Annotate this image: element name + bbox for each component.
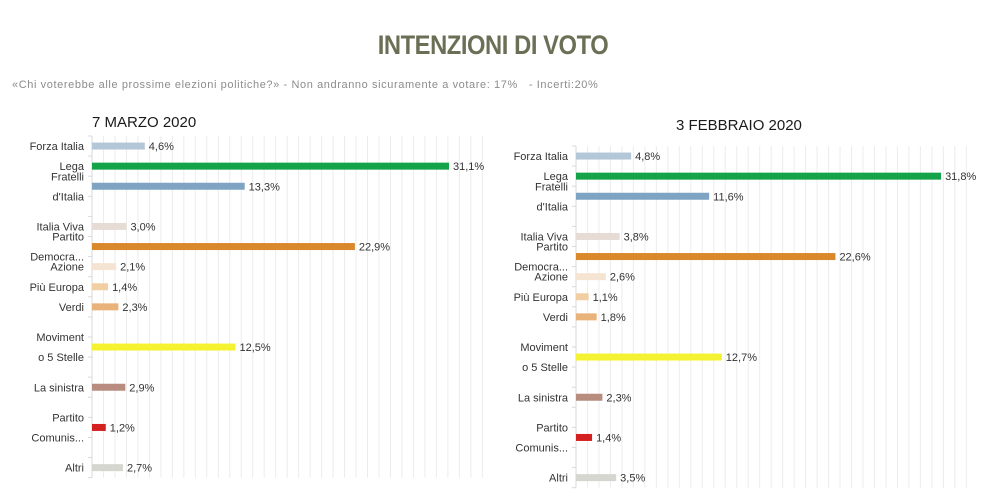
- data-label: 2,7%: [127, 463, 152, 475]
- bar: [92, 162, 450, 170]
- category-label: Più Europa: [514, 292, 569, 304]
- data-label: 22,6%: [839, 252, 870, 264]
- category-label: Altri: [549, 473, 568, 485]
- data-label: 2,1%: [120, 262, 145, 274]
- page-subtitle: «Chi voterebbe alle prossime elezioni po…: [12, 79, 599, 91]
- data-label: 22,9%: [359, 242, 390, 254]
- bar: [576, 313, 597, 321]
- data-label: 1,2%: [110, 422, 135, 434]
- category-label: Democra...: [514, 262, 568, 274]
- bar: [92, 383, 126, 391]
- category-label: Altri: [65, 463, 84, 475]
- data-label: 12,7%: [726, 352, 757, 364]
- data-label: 1,1%: [593, 292, 618, 304]
- category-label: Fratelli: [51, 171, 84, 183]
- category-label: Partito: [52, 412, 84, 424]
- category-label: Comunis...: [31, 432, 84, 444]
- data-label: 1,4%: [596, 432, 621, 444]
- bar: [576, 273, 606, 281]
- category-label: Partito: [536, 422, 568, 434]
- category-label: d'Italia: [53, 191, 85, 203]
- bar: [92, 182, 245, 190]
- category-label: Lega: [60, 161, 85, 173]
- data-label: 3,5%: [620, 473, 645, 485]
- category-label: Italia Viva: [521, 231, 569, 243]
- data-label: 31,8%: [945, 171, 976, 183]
- category-label: La sinistra: [34, 382, 85, 394]
- bar: [92, 222, 127, 230]
- category-label: Italia Viva: [37, 221, 85, 233]
- data-label: 2,3%: [606, 392, 631, 404]
- bar: [576, 152, 632, 160]
- category-label: Verdi: [543, 312, 568, 324]
- category-label: Lega: [544, 171, 569, 183]
- category-label: Forza Italia: [30, 141, 85, 153]
- category-label: Azione: [534, 272, 568, 284]
- category-label: Moviment: [36, 332, 84, 344]
- category-label: Partito: [536, 242, 568, 254]
- data-label: 1,8%: [601, 312, 626, 324]
- chart-title-right: 3 FEBBRAIO 2020: [676, 117, 802, 134]
- category-label: d'Italia: [537, 201, 569, 213]
- bar: [576, 353, 722, 361]
- bar: [576, 433, 593, 441]
- category-label: Partito: [52, 232, 84, 244]
- bar: [576, 232, 620, 240]
- category-label: La sinistra: [518, 392, 569, 404]
- data-label: 2,6%: [610, 272, 635, 284]
- data-label: 12,5%: [240, 342, 271, 354]
- bar: [92, 464, 123, 472]
- bar: [576, 293, 589, 301]
- bar: [576, 172, 942, 180]
- category-label: Fratelli: [535, 181, 568, 193]
- bar: [92, 142, 145, 150]
- bar: [576, 192, 710, 200]
- data-label: 4,8%: [635, 151, 660, 163]
- data-label: 13,3%: [249, 181, 280, 193]
- bar: [576, 393, 603, 401]
- bar-chart-left: Forza Italia 4,6% Lega 31,1% Fratelli d'Itali…: [30, 135, 484, 479]
- page-title: INTENZIONI DI VOTO: [377, 30, 609, 60]
- category-label: o 5 Stelle: [38, 352, 84, 364]
- bar: [92, 283, 109, 291]
- bar: [92, 343, 236, 351]
- data-label: 31,1%: [453, 161, 484, 173]
- data-label: 3,8%: [624, 231, 649, 243]
- category-label: Democra...: [30, 252, 84, 264]
- bar: [92, 263, 117, 271]
- data-label: 3,0%: [130, 221, 155, 233]
- data-label: 2,3%: [122, 302, 147, 314]
- data-label: 4,6%: [149, 141, 174, 153]
- bar: [576, 474, 617, 482]
- data-label: 2,9%: [129, 382, 154, 394]
- category-label: Forza Italia: [514, 151, 569, 163]
- bar: [92, 243, 355, 251]
- chart-title-left: 7 MARZO 2020: [92, 114, 197, 131]
- category-label: Moviment: [520, 342, 568, 354]
- category-label: Più Europa: [30, 282, 85, 294]
- bar-chart-right: Forza Italia 4,8% Lega 31,8% Fratelli d'Itali…: [514, 145, 976, 489]
- category-label: Azione: [50, 262, 84, 274]
- data-label: 11,6%: [713, 191, 744, 203]
- data-label: 1,4%: [112, 282, 137, 294]
- bar: [576, 253, 836, 261]
- bar: [92, 303, 119, 311]
- bar: [92, 423, 106, 431]
- category-label: Verdi: [59, 302, 84, 314]
- category-label: o 5 Stelle: [522, 362, 568, 374]
- category-label: Comunis...: [515, 442, 568, 454]
